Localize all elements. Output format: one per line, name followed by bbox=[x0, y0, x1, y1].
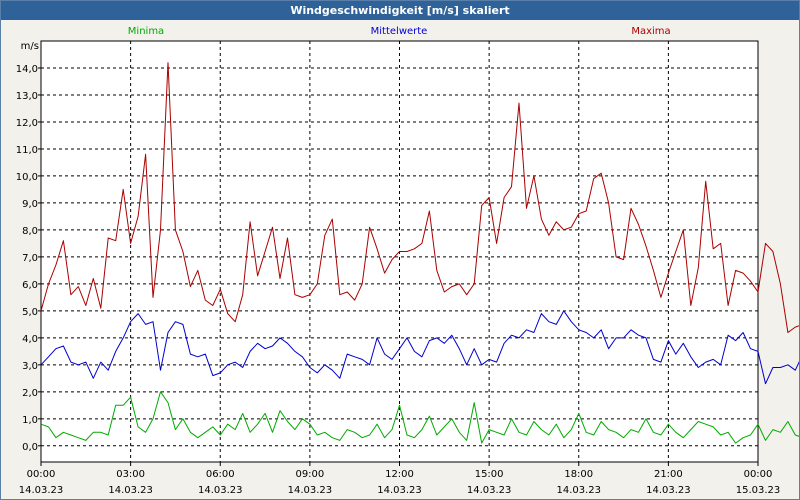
y-tick-label: 13,0 bbox=[16, 91, 38, 102]
x-axis-ticks: 00:00 14.03.23 03:00 14.03.23 06:00 14.03.23 0… bbox=[19, 462, 781, 496]
legend-maxima: Maxima bbox=[631, 26, 670, 37]
y-tick-label: 12,0 bbox=[16, 118, 38, 129]
x-tick-time: 09:00 bbox=[295, 469, 324, 480]
series-lines bbox=[40, 62, 799, 444]
series-line-maxima bbox=[40, 62, 799, 333]
x-tick-time: 00:00 bbox=[27, 469, 56, 480]
x-tick-date: 15.03.23 bbox=[736, 485, 781, 496]
y-tick-label: 6,0 bbox=[22, 280, 38, 291]
y-tick-label: 1,0 bbox=[22, 415, 38, 426]
y-axis-ticks: 0,0 1,0 2,0 3,0 4,0 5,0 6,0 7,0 8,0 9,0 10,0 11,0 12… bbox=[16, 64, 41, 453]
x-tick-date: 14.03.23 bbox=[467, 485, 512, 496]
x-tick-time: 21:00 bbox=[654, 469, 683, 480]
y-tick-label: 3,0 bbox=[22, 361, 38, 372]
x-tick-time: 18:00 bbox=[564, 469, 593, 480]
x-tick-time: 06:00 bbox=[206, 469, 235, 480]
x-tick-date: 14.03.23 bbox=[646, 485, 691, 496]
x-tick-date: 14.03.23 bbox=[108, 485, 153, 496]
y-tick-label: 8,0 bbox=[22, 226, 38, 237]
x-tick-time: 12:00 bbox=[385, 469, 414, 480]
y-tick-label: 2,0 bbox=[22, 388, 38, 399]
x-tick-time: 00:00 bbox=[744, 469, 773, 480]
y-tick-label: 0,0 bbox=[22, 442, 38, 453]
x-tick-date: 14.03.23 bbox=[377, 485, 422, 496]
x-tick-date: 14.03.23 bbox=[556, 485, 601, 496]
series-line-mittelwerte bbox=[40, 310, 799, 385]
series-line-minima bbox=[40, 391, 799, 444]
x-tick-date: 14.03.23 bbox=[288, 485, 333, 496]
x-tick-time: 15:00 bbox=[475, 469, 504, 480]
y-tick-label: 10,0 bbox=[16, 172, 38, 183]
y-tick-label: 7,0 bbox=[22, 253, 38, 264]
y-tick-label: 11,0 bbox=[16, 145, 38, 156]
x-tick-time: 03:00 bbox=[116, 469, 145, 480]
y-tick-label: 4,0 bbox=[22, 334, 38, 345]
y-tick-label: 5,0 bbox=[22, 307, 38, 318]
legend-mittelwerte: Mittelwerte bbox=[371, 26, 428, 37]
x-tick-date: 14.03.23 bbox=[19, 485, 64, 496]
y-axis-label: m/s bbox=[21, 41, 39, 52]
y-tick-label: 9,0 bbox=[22, 199, 38, 210]
legend-minima: Minima bbox=[128, 26, 164, 37]
y-tick-label: 14,0 bbox=[16, 64, 38, 75]
x-tick-date: 14.03.23 bbox=[198, 485, 243, 496]
window-title: Windgeschwindigkeit [m/s] skaliert bbox=[1, 1, 799, 20]
